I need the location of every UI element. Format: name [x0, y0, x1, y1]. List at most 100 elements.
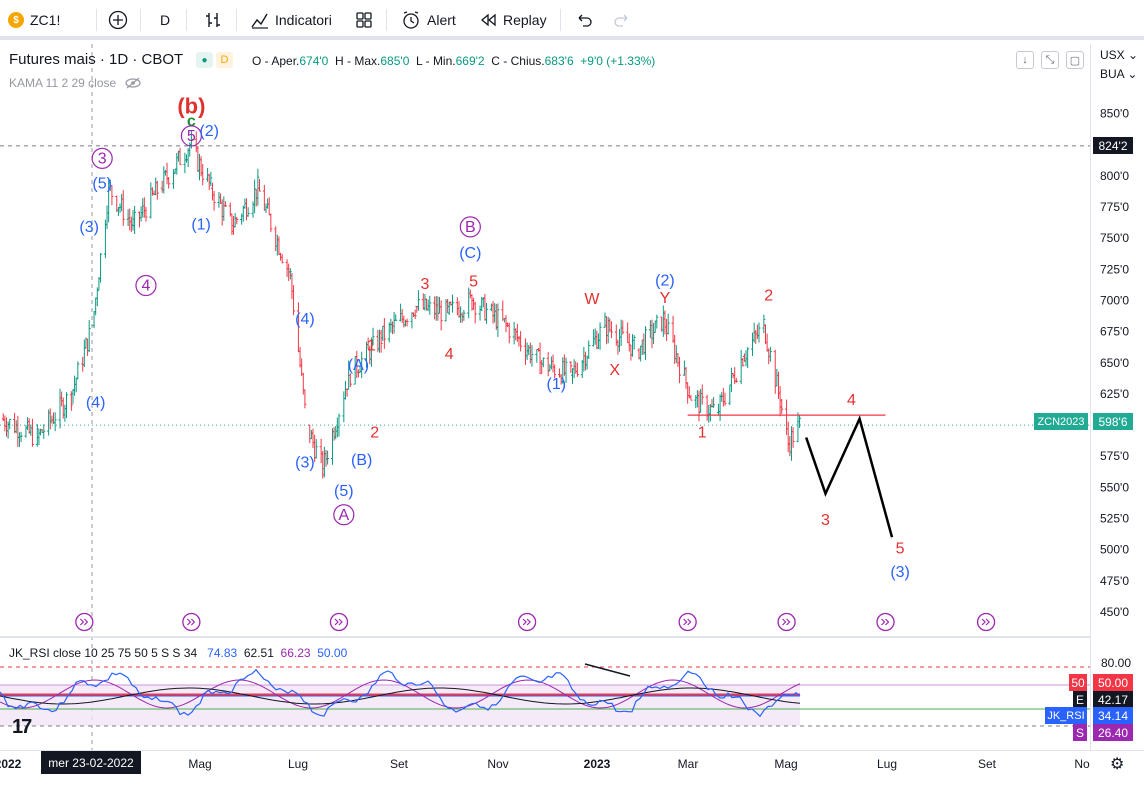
- price-bar: [434, 296, 438, 321]
- wave-label: 3: [821, 512, 830, 529]
- price-bar: [76, 361, 80, 380]
- price-bar: [517, 335, 521, 347]
- wave-label: 1: [367, 337, 376, 354]
- symbol-search-button[interactable]: $ ZC1!: [8, 8, 60, 32]
- main-chart-pane[interactable]: (b) c 5 (2) 3 (5) (3) (1) 4 (4) (4) (A) 1 2 (3) (B) (5) A…: [0, 44, 1090, 750]
- rsi-legend[interactable]: JK_RSI close 10 25 75 50 5 S S 34 74.83 …: [9, 646, 347, 660]
- price-bar: [798, 414, 802, 428]
- price-bar: [343, 380, 347, 400]
- chart-type-button[interactable]: [203, 8, 223, 32]
- price-bar: [402, 315, 406, 328]
- wave-label: (3): [295, 454, 315, 471]
- price-bar: [619, 319, 623, 346]
- time-axis-label: Nov: [487, 757, 509, 771]
- alert-button[interactable]: Alert: [400, 8, 456, 32]
- rsi-line: [0, 668, 801, 718]
- compare-add-button[interactable]: [108, 8, 128, 32]
- price-bar: [405, 318, 409, 327]
- unit-dropdown[interactable]: BUA ⌄: [1100, 67, 1137, 81]
- undo-button[interactable]: [574, 8, 594, 32]
- price-bar: [139, 206, 143, 222]
- price-bar: [334, 425, 338, 440]
- price-bar: [256, 168, 260, 206]
- price-bar: [332, 427, 336, 441]
- price-bar: [311, 428, 315, 449]
- price-bar: [678, 356, 682, 384]
- price-bar: [468, 289, 472, 299]
- price-bar: [436, 296, 440, 321]
- price-bar: [347, 360, 351, 390]
- pane-maximize-button[interactable]: ▢: [1066, 51, 1084, 69]
- price-bar: [230, 213, 234, 235]
- price-bar: [322, 446, 326, 478]
- templates-button[interactable]: [354, 8, 374, 32]
- price-bar: [450, 294, 454, 313]
- price-bar: [536, 347, 540, 352]
- price-bar: [155, 180, 159, 200]
- event-marker-icon: [75, 612, 94, 632]
- price-bar: [275, 234, 279, 256]
- price-axis-tick-label: 550'0: [1100, 480, 1129, 494]
- price-bar: [116, 207, 120, 217]
- price-bar: [655, 314, 659, 329]
- price-bar: [712, 397, 716, 408]
- redo-button[interactable]: [612, 8, 632, 32]
- price-bar: [274, 226, 278, 252]
- replay-icon: [480, 13, 496, 27]
- plus-circle-icon: [108, 10, 128, 30]
- price-bar: [290, 273, 294, 300]
- price-bar: [257, 179, 261, 192]
- price-bar: [137, 211, 141, 228]
- currency-dropdown[interactable]: USX ⌄: [1100, 48, 1138, 62]
- price-bar: [277, 236, 281, 256]
- tradingview-logo[interactable]: 17: [12, 716, 32, 738]
- price-bar: [285, 259, 289, 277]
- eye-hidden-icon[interactable]: [124, 77, 142, 89]
- rsi-chart-svg[interactable]: [0, 638, 1090, 750]
- pane-separator[interactable]: [0, 636, 1144, 638]
- price-bar: [400, 309, 404, 323]
- time-axis[interactable]: [0, 750, 1144, 786]
- open-value: 674'0: [299, 54, 329, 68]
- price-bar: [63, 404, 67, 422]
- wave-label: (4): [86, 395, 106, 412]
- price-chart-svg[interactable]: (b)c5 (2)3(5)(3) (1)4(4)(4)(A)12(3) (B)(5)A…: [0, 44, 1090, 750]
- price-bar: [392, 312, 396, 334]
- rsi-pane[interactable]: [0, 638, 1090, 750]
- wave-label-circle: [333, 504, 355, 526]
- price-bar: [222, 196, 226, 221]
- rsi-50-tag-right: 50.00: [1093, 674, 1133, 691]
- interval-button[interactable]: D: [160, 8, 170, 32]
- price-bar: [99, 253, 103, 283]
- price-bar: [94, 297, 98, 316]
- pane-move-down-button[interactable]: ↓: [1016, 51, 1034, 69]
- delayed-data-badge[interactable]: D: [216, 52, 233, 68]
- price-axis[interactable]: 850'0 800'0 775'0 750'0 725'0 700'0 675'0 650'0…: [1090, 44, 1144, 750]
- price-bar: [197, 153, 201, 181]
- price-axis-tick-label: 450'0: [1100, 605, 1129, 619]
- price-bar: [433, 296, 437, 320]
- indicators-button[interactable]: Indicatori: [250, 8, 332, 32]
- replay-button[interactable]: Replay: [478, 8, 547, 32]
- event-marker-icon: [876, 612, 895, 632]
- price-bar: [201, 163, 205, 186]
- event-marker-icon: [777, 612, 796, 632]
- price-bar: [172, 169, 176, 189]
- price-bar: [160, 180, 164, 193]
- price-bar: [240, 213, 244, 225]
- price-bar: [481, 297, 485, 308]
- kama-indicator-legend[interactable]: KAMA 11 2 29 close: [9, 76, 142, 90]
- price-bar: [416, 290, 420, 311]
- price-bar: [348, 373, 352, 388]
- price-bar: [528, 342, 532, 364]
- price-bar: [483, 293, 487, 321]
- price-bar: [751, 332, 755, 357]
- chart-legend-title[interactable]: Futures mais · 1D · CBOT: [9, 51, 184, 68]
- event-marker-arrow: [981, 618, 990, 626]
- settings-gear-icon[interactable]: ⚙: [1110, 756, 1125, 773]
- price-bar: [330, 428, 334, 465]
- price-bar: [652, 322, 656, 345]
- event-marker-icon: [517, 612, 537, 632]
- pane-collapse-button[interactable]: ⤡: [1041, 51, 1059, 69]
- rsi-e-tag-right: 42.17: [1093, 691, 1133, 708]
